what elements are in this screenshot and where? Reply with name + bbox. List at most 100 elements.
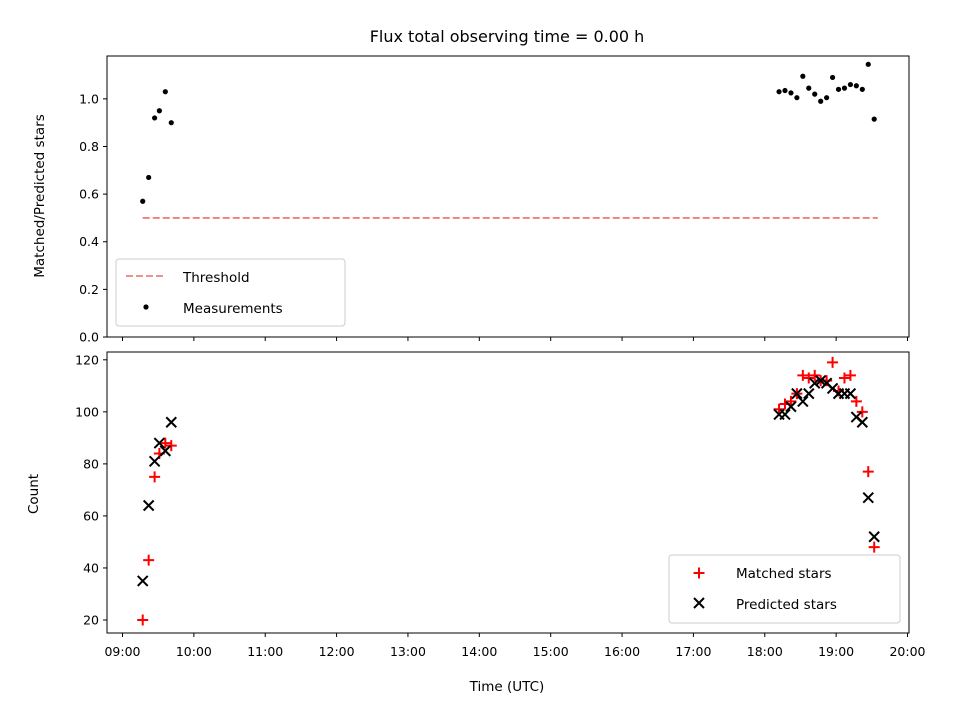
measurement-point [162, 89, 168, 95]
measurement-point [800, 73, 806, 79]
matched-point [827, 356, 839, 368]
bottom-plot-frame [106, 351, 910, 634]
top-panel: 0.0 0.2 0.4 0.6 0.8 1.0 Threshold Measurements [79, 55, 910, 345]
predicted-point [791, 387, 803, 400]
x-tick-label: 20:00 [889, 644, 925, 659]
y-tick-label: 0.4 [79, 234, 99, 249]
matched-point [797, 369, 809, 381]
x-tick-label: 11:00 [247, 644, 283, 659]
top-plot-frame [106, 55, 910, 338]
predicted-point [844, 387, 857, 400]
matched-point [862, 466, 874, 478]
predicted-point [153, 437, 166, 449]
measurement-point [829, 74, 836, 81]
matched-point [165, 440, 177, 452]
predicted-point [779, 408, 791, 421]
predicted-point [137, 575, 149, 587]
y-tick-label: 120 [75, 352, 99, 367]
chart-title: Flux total observing time = 0.00 h [370, 27, 645, 46]
bottom-y-axis-label: Count [26, 474, 42, 514]
measurement-point [853, 83, 859, 89]
measurement-point [812, 91, 818, 97]
top-legend-box [115, 258, 346, 327]
predicted-point [693, 597, 705, 609]
predicted-point [856, 416, 869, 428]
matched-point [803, 372, 815, 384]
y-tick-label: 1.0 [79, 91, 99, 106]
predicted-point [165, 416, 177, 428]
x-tick-label: 17:00 [675, 644, 711, 659]
predicted-point [159, 445, 172, 457]
measurement-point [156, 108, 162, 114]
predicted-point [814, 374, 827, 387]
x-tick-label: 18:00 [747, 644, 783, 659]
matched-point [850, 395, 862, 407]
matched-point [149, 471, 161, 483]
measurement-point [835, 86, 842, 92]
x-tick-label: 09:00 [104, 644, 140, 659]
x-tick-label: 13:00 [390, 644, 426, 659]
top-legend: Threshold Measurements [115, 258, 346, 327]
legend-threshold-label: Threshold [182, 270, 250, 286]
measurement-point [776, 89, 782, 95]
x-axis-label: Time (UTC) [469, 679, 545, 695]
measurement-point [146, 174, 152, 181]
predicted-point [862, 491, 874, 504]
matched-point [159, 437, 171, 449]
matched-point [838, 372, 850, 384]
x-tick-label: 10:00 [176, 644, 212, 659]
y-tick-label: 40 [83, 560, 99, 575]
predicted-point [809, 377, 821, 389]
y-tick-label: 0.6 [79, 187, 99, 202]
measurement-point [788, 90, 794, 96]
bottom-legend-box [668, 554, 901, 624]
matched-point [785, 395, 797, 407]
x-tick-label: 19:00 [818, 644, 854, 659]
x-tick-label: 15:00 [533, 644, 569, 659]
matched-point [137, 614, 149, 626]
predicted-point [785, 400, 797, 413]
measurement-point [140, 198, 146, 204]
measurement-point [824, 95, 830, 101]
measurement-point [794, 95, 800, 101]
bottom-panel: 09:00 10:00 11:00 12:00 13:00 14:00 15:00 16:00… [75, 351, 926, 659]
y-tick-label: 60 [83, 508, 99, 523]
matched-point [809, 369, 821, 381]
legend-matched-label: Matched stars [736, 566, 832, 582]
predicted-point [148, 455, 161, 467]
bottom-legend: Matched stars Predicted stars [668, 554, 901, 624]
measurement-point [871, 116, 877, 122]
x-tick-label: 14:00 [461, 644, 497, 659]
y-tick-label: 0.0 [79, 330, 99, 345]
measurement-point [168, 120, 174, 126]
predicted-point [803, 387, 815, 400]
y-tick-label: 0.2 [79, 282, 99, 297]
matched-point [143, 554, 155, 566]
matched-point [693, 567, 705, 579]
x-tick-label: 16:00 [604, 644, 640, 659]
legend-predicted-label: Predicted stars [736, 597, 837, 613]
measurement-point [841, 85, 848, 91]
matched-point [773, 403, 785, 415]
measurement-point [782, 87, 788, 94]
predicted-point [142, 499, 155, 512]
measurement-point [865, 61, 871, 67]
measurement-point [152, 115, 158, 121]
measurement-point [818, 98, 824, 104]
y-tick-label: 0.8 [79, 139, 99, 154]
y-tick-label: 80 [83, 456, 99, 471]
predicted-point [797, 395, 809, 408]
y-tick-label: 100 [75, 404, 99, 419]
y-tick-label: 20 [83, 612, 99, 627]
measurement-point [806, 85, 812, 91]
measurement-point [859, 86, 865, 92]
x-tick-label: 12:00 [319, 644, 355, 659]
measurement-point [847, 81, 854, 88]
legend-measurements-swatch [143, 304, 149, 310]
legend-measurements-label: Measurements [183, 301, 283, 317]
top-y-axis-label: Matched/Predicted stars [32, 114, 48, 277]
matched-point [856, 406, 868, 418]
predicted-point [868, 531, 880, 543]
matched-point [844, 369, 856, 381]
